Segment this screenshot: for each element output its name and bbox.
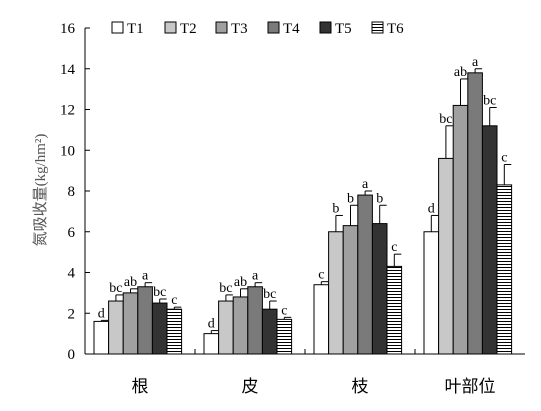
legend-label: T6 (387, 21, 404, 37)
bar (108, 300, 124, 355)
significance-label: bc (439, 112, 452, 127)
bar (247, 286, 263, 355)
bar (218, 300, 234, 355)
legend-swatch (164, 21, 177, 34)
significance-label: d (98, 306, 105, 321)
significance-label: bc (109, 281, 122, 296)
bar (328, 231, 344, 355)
bar (467, 72, 483, 355)
significance-label: a (142, 269, 149, 284)
significance-label: d (428, 201, 435, 216)
legend-swatch (215, 21, 228, 34)
legend-label: T5 (335, 21, 352, 37)
bar (137, 286, 153, 355)
significance-label: d (208, 317, 215, 332)
legend-label: T1 (127, 21, 144, 37)
bar (203, 333, 220, 355)
legend-swatch (319, 21, 332, 34)
legend-label: T4 (283, 21, 300, 37)
y-tick-label: 12 (60, 103, 75, 119)
significance-label: a (362, 177, 369, 192)
legend-label: T3 (231, 21, 248, 37)
bar (261, 308, 278, 355)
significance-label: bc (153, 285, 166, 300)
y-tick-label: 4 (68, 266, 76, 282)
y-tick-label: 0 (68, 347, 76, 363)
significance-label: bc (263, 287, 276, 302)
y-axis-label: 氮吸收量(kg/hm²) (32, 134, 49, 247)
y-tick-label: 16 (60, 21, 76, 37)
bar (232, 296, 249, 355)
bar (122, 292, 139, 355)
bar (276, 318, 293, 355)
bar (357, 194, 373, 355)
significance-label: a (252, 269, 259, 284)
significance-label: c (501, 151, 507, 166)
significance-label: c (171, 293, 177, 308)
y-tick-label: 6 (68, 225, 76, 241)
y-tick-label: 2 (68, 306, 76, 322)
legend: T1 T2 T3 T4 T5 T6 (111, 21, 404, 37)
bar (481, 125, 498, 355)
legend-swatch (111, 21, 124, 34)
legend-swatch (267, 21, 280, 34)
axes: 0 2 4 6 8 10 12 14 16 根 皮 枝 叶部位 (60, 21, 525, 396)
significance-label: b (332, 201, 339, 216)
significance-label: a (472, 55, 479, 70)
bar (166, 308, 183, 355)
x-category-label: 根 (132, 377, 149, 396)
bar (342, 225, 359, 355)
significance-label: bc (483, 93, 496, 108)
bar (438, 157, 454, 355)
significance-label: c (318, 268, 324, 283)
bar (371, 223, 388, 355)
significance-label: ab (124, 275, 137, 290)
bar (151, 302, 168, 355)
significance-label: b (347, 191, 354, 206)
bar (93, 320, 110, 355)
x-category-label: 皮 (242, 377, 259, 396)
bar (452, 104, 469, 355)
y-tick-label: 14 (60, 62, 76, 78)
significance-label: b (376, 191, 383, 206)
x-category-label: 枝 (352, 377, 369, 396)
x-category-label: 叶部位 (445, 377, 496, 396)
significance-label: c (281, 303, 287, 318)
legend-label: T2 (180, 21, 197, 37)
significance-label: bc (219, 281, 232, 296)
significance-label: ab (234, 275, 247, 290)
bar (386, 265, 403, 355)
y-tick-label: 8 (68, 184, 76, 200)
significance-label: ab (454, 65, 467, 80)
legend-swatch (371, 21, 384, 34)
bar (313, 284, 330, 355)
bar (423, 231, 440, 355)
bar (496, 184, 513, 355)
significance-label: c (391, 240, 397, 255)
y-tick-label: 10 (60, 143, 75, 159)
